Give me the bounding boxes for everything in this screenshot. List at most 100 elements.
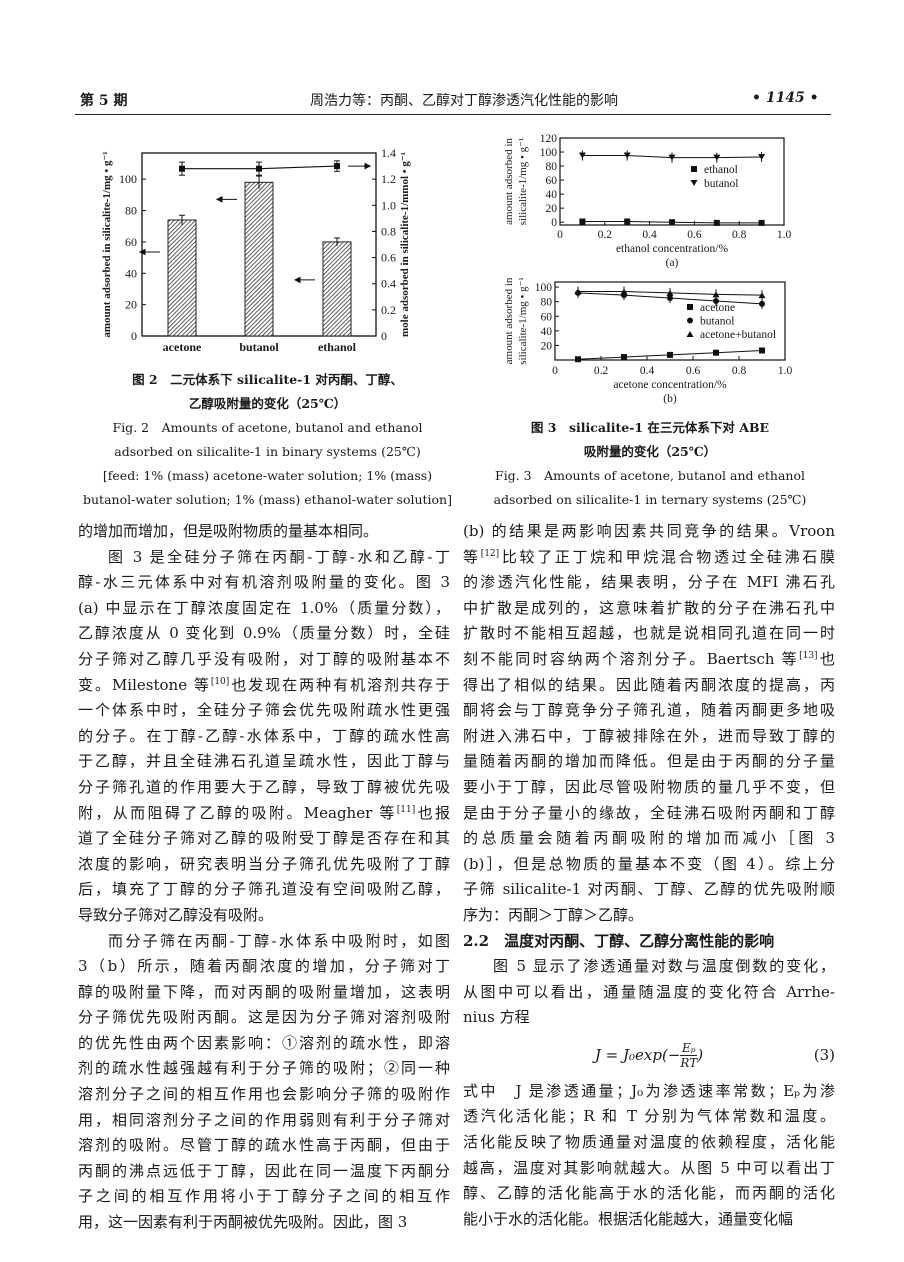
panel-label: (b) [663,393,677,405]
text-line: 剂的疏水性越强越有利于分子筛的吸附；②同一种 [78,1059,450,1078]
caption-zh-line: 乙醇吸附量的变化（25℃） [188,396,347,411]
text-line: 刻不能同时容纳两个溶剂分子。Baertsch 等[13]也 [463,649,835,668]
category-label: acetone [163,340,202,354]
running-header-issue: 第 5 期 [80,93,128,109]
legend-marker-ethanol [691,166,697,172]
text-line: 式中 J 是渗透通量；J₀为渗透速率常数；Eₚ为渗 [463,1081,835,1100]
data-point-ethanol [758,219,765,226]
text-line: 透汽化活化能；R 和 T 分别为气体常数和温度。 [463,1107,835,1126]
data-point-acetone+butanol [574,288,582,295]
legend-label: acetone [700,302,735,314]
text-line: 序为：丙酮＞丁醇＞乙醇。 [463,905,644,924]
y-tick-label: 20 [546,203,558,215]
text-line: 中扩散是成列的，这意味着扩散的分子在沸石孔中 [463,598,835,617]
x-tick-label: 0.8 [732,229,747,241]
data-point-acetone+butanol [758,292,766,299]
y2-axis-title: mole adsorbed in silicalite-1/mmol • g⁻¹ [399,152,411,337]
text-line: 量随着丙酮的增加而降低。但是由于丙酮的分子量 [463,752,835,771]
y2-tick-label: 0.4 [381,277,396,291]
text-line: 得出了相似的结果。因此随着丙酮浓度的提高，丙 [463,675,835,694]
y-tick-label: 40 [541,326,553,338]
text-line: 后，填充了丁醇的分子筛孔道没有空间吸附乙醇， [78,880,450,899]
caption-en-line: Fig. 3 Amounts of acetone, butanol and e… [495,468,805,483]
right-axis-arrow-icon [348,162,372,170]
caption-zh-line: 图 3 silicalite-1 在三元体系下对 ABE [530,420,770,435]
text-line: 分子筛对乙醇几乎没有吸附，对丁醇的吸附基本不 [78,649,450,668]
panel-label: (a) [666,257,679,269]
text-line: 越高，温度对其影响就越大。从图 5 中可以看出丁 [463,1158,835,1177]
text-line: 醇的吸附量下降，而对丙酮的吸附量增加，这表明 [78,982,450,1001]
data-point-acetone+butanol [666,289,674,296]
text-line: (b)］，但是总物质的量基本不变（图 4）。综上分 [463,854,835,873]
data-point-butanol [713,154,721,161]
text-line: 丙酮的沸点远低于丁醇，因此在同一温度下丙酮分 [78,1161,450,1180]
y-axis-title: silicalite-1/mg • g⁻¹ [517,138,529,226]
left-axis-arrow-icon [215,196,237,203]
text-line: 导致分子筛对乙醇没有吸附。 [78,905,274,924]
y-tick-label: 80 [125,204,137,218]
left-text-column: 的增加而增加，但是吸附物质的量基本相同。图 3 是全硅分子筛在丙酮-丁醇-水和乙… [78,519,450,1236]
text-line: 而分子筛在丙酮-丁醇-水体系中吸附时，如图 [108,931,450,950]
data-point-butanol [578,152,586,159]
data-point-ethanol [669,219,675,226]
text-line: 要小于丁醇，因此尽管吸附物质的量几乎不变，但 [463,777,835,796]
text-line: 的优先性由两个因素影响：①溶剂的疏水性，即溶 [78,1033,450,1052]
text-line: 扩散时不能相互超越，也就是说相同孔道在同一时 [463,624,835,643]
x-tick-label: 0.2 [598,229,613,241]
text-line: 道了全硅分子筛对乙醇的吸附受丁醇是否存在和其 [78,829,450,848]
left-axis-arrow-icon [138,248,160,256]
mole-point [334,163,340,170]
data-point-acetone+butanol [620,288,628,295]
x-tick-label: 1.0 [778,365,793,377]
y-tick-label: 60 [546,175,558,187]
y-tick-label: 40 [125,266,137,280]
text-line: 变。Milestone 等[10]也发现在两种有机溶剂共存于 [78,675,450,694]
data-point-acetone+butanol [712,291,720,298]
text-line: 溶剂分子之间的相互作用也会影响分子筛的吸附作 [78,1085,450,1104]
text-line: 酮将会与丁醇竞争分子筛孔道，随着丙酮更多地吸 [463,701,835,720]
y-tick-label: 40 [546,189,558,201]
mole-point [179,165,185,172]
data-point-acetone [575,356,581,363]
y2-tick-label: 0.8 [381,224,396,238]
text-line: 活化能反映了物质通量对温度的依赖程度，活化能 [463,1133,835,1152]
text-line: 图 3 是全硅分子筛在丙酮-丁醇-水和乙醇-丁 [108,547,450,566]
data-point-butanol [713,297,719,304]
citation: [11] [396,804,416,815]
text-line: 附，从而阻碍了乙醇的吸附。Meagher 等[11]也报 [78,803,450,822]
y-tick-label: 80 [541,297,553,309]
y-tick-label: 100 [540,147,558,159]
citation: [12] [480,548,500,559]
text-line: 乙醇浓度从 0 变化到 0.9%（质量分数）时，全硅 [78,624,450,643]
text-line: 溶剂的吸附。尽管丁醇的疏水性高于丙酮，但由于 [78,1136,450,1155]
legend-label: acetone+butanol [700,329,776,341]
data-point-acetone [667,351,673,358]
text-line: 分子筛孔道的作用要大于乙醇，导致丁醇被优先吸 [78,777,450,796]
figure-2-caption: 图 2 二元体系下 silicalite-1 对丙酮、丁醇、 乙醇吸附量的变化（… [80,368,455,512]
x-tick-label: 0.2 [594,365,609,377]
equation: J = J₀exp(− Eₚ RT) (3) [594,1041,835,1071]
data-point-butanol [623,152,631,159]
text-line: 子之间的相互作用将小于丁醇分子之间的相互作 [78,1187,450,1206]
legend-marker-acetone+butanol [686,331,694,337]
text-line: 3（b）所示，随着丙酮浓度的增加，分子筛对丁 [78,957,450,976]
x-tick-label: 0 [552,365,558,377]
y2-tick-label: 1.4 [381,146,396,160]
y-tick-label: 100 [119,172,137,186]
text-line: 于乙醇，并且全硅沸石孔道呈疏水性，因此丁醇与 [78,752,450,771]
text-line: 的总质量会随着丙酮吸附的增加而减小［图 3 [463,829,835,848]
data-point-ethanol [624,218,631,225]
x-tick-label: 0.8 [732,365,747,377]
legend-marker-butanol [690,180,698,186]
data-point-acetone [759,347,765,354]
x-axis-title: acetone concentration/% [613,379,727,391]
legend-marker-acetone [687,304,693,310]
x-tick-label: 0.6 [687,229,702,241]
x-axis-title: ethanol concentration/% [616,243,729,255]
caption-en-line: adsorbed on silicalite-1 in ternary syst… [493,492,807,507]
y-tick-label: 20 [125,298,137,312]
text-line: 附进入沸石中，丁醇被排除在外，进而导致丁醇的 [463,726,835,745]
caption-zh-line: 图 2 二元体系下 silicalite-1 对丙酮、丁醇、 [132,372,403,387]
right-text-column: (b) 的结果是两影响因素共同竞争的结果。Vroon 等[12]比较了正丁烷和甲烷… [463,519,835,1232]
text-line: (b) 的结果是两影响因素共同竞争的结果。Vroon [463,522,835,540]
